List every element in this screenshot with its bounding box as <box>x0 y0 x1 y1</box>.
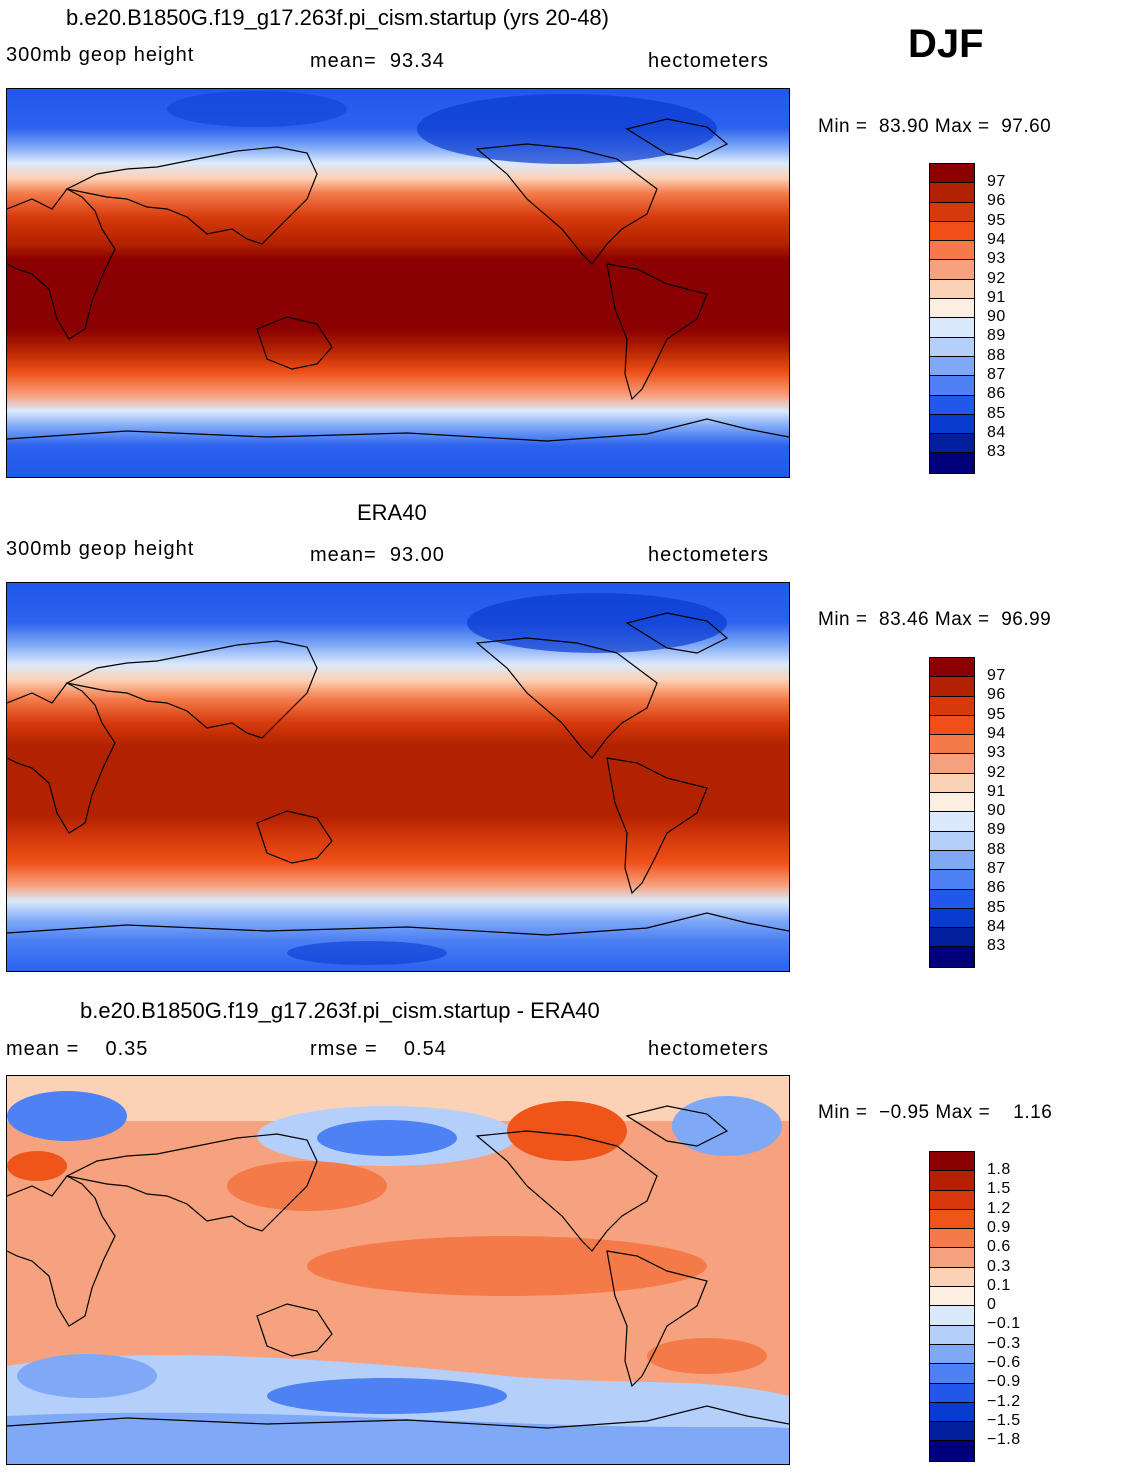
cbar-label: 91 <box>987 782 1006 800</box>
panel-2-field-label: 300mb geop height <box>6 538 195 560</box>
panel-3-rmse: rmse = 0.54 <box>310 1038 447 1060</box>
southern-negative-west <box>17 1354 157 1398</box>
panel-1-map <box>6 88 790 478</box>
atlantic-negative <box>672 1096 782 1156</box>
cbar-label: 0 <box>987 1296 997 1314</box>
tropical-pacific-positive <box>307 1236 707 1296</box>
cbar-label: 0.1 <box>987 1276 1011 1294</box>
cbar-label: 96 <box>987 686 1006 704</box>
panel-2-title: ERA40 <box>357 500 427 525</box>
difference-map <box>7 1076 789 1464</box>
cbar-label: 84 <box>987 917 1006 935</box>
cbar-label: −0.6 <box>987 1354 1021 1371</box>
cbar-label: −1.2 <box>987 1392 1021 1410</box>
cbar-label: 94 <box>987 230 1006 248</box>
siberia-low <box>167 91 347 127</box>
panel-1-colorbar <box>929 163 975 474</box>
cbar-label: 0.3 <box>987 1257 1011 1275</box>
panel-1-minmax: Min = 83.90 Max = 97.60 <box>818 116 1052 137</box>
era40-height-map <box>7 583 789 971</box>
cbar-label: 85 <box>987 404 1006 422</box>
cbar-label: 97 <box>987 667 1006 684</box>
cbar-label: 83 <box>987 443 1006 461</box>
cbar-label: 95 <box>987 211 1006 229</box>
coastlines <box>7 612 789 936</box>
panel-2-units: hectometers <box>648 544 770 566</box>
panel-3-mean: mean = 0.35 <box>6 1038 149 1060</box>
cbar-label: 90 <box>987 308 1006 326</box>
arctic-low <box>467 593 727 653</box>
panel-1-units: hectometers <box>648 50 770 72</box>
cbar-label: 87 <box>987 860 1006 877</box>
cbar-label: 95 <box>987 705 1006 723</box>
cbar-label: 92 <box>987 269 1006 287</box>
cbar-label: −0.9 <box>987 1373 1021 1391</box>
coastlines <box>7 118 789 442</box>
cbar-label: 86 <box>987 879 1006 897</box>
southern-ocean-negative <box>267 1378 507 1414</box>
panel-1-title: b.e20.B1850G.f19_g17.263f.pi_cism.startu… <box>66 5 609 30</box>
cbar-label: 96 <box>987 192 1006 210</box>
europe-negative <box>7 1091 127 1141</box>
canada-positive <box>507 1101 627 1161</box>
panel-2-minmax: Min = 83.46 Max = 96.99 <box>818 609 1052 630</box>
cbar-label: 1.5 <box>987 1180 1011 1198</box>
panel-1-field-label: 300mb geop height <box>6 44 195 66</box>
panel-3-units: hectometers <box>648 1038 770 1060</box>
cbar-label: 1.2 <box>987 1199 1011 1217</box>
arctic-low <box>417 94 717 164</box>
panel-2-mean: mean= 93.00 <box>310 544 445 566</box>
cbar-label: −0.1 <box>987 1315 1021 1333</box>
cbar-label: 0.9 <box>987 1218 1011 1236</box>
cbar-label: −0.3 <box>987 1334 1021 1352</box>
cbar-label: 1.8 <box>987 1161 1011 1178</box>
cbar-label: 88 <box>987 346 1006 364</box>
panel-2-map <box>6 582 790 972</box>
cbar-label: 84 <box>987 423 1006 441</box>
coastlines <box>7 1105 789 1429</box>
cbar-label: 92 <box>987 763 1006 781</box>
antarctic-low <box>287 941 447 965</box>
cbar-label: −1.8 <box>987 1431 1021 1449</box>
season-label: DJF <box>908 22 984 66</box>
panel-3-colorbar <box>929 1151 975 1462</box>
south-atlantic-positive <box>647 1338 767 1374</box>
cbar-label: 85 <box>987 898 1006 916</box>
panel-3-map <box>6 1075 790 1465</box>
model-height-map <box>7 89 789 477</box>
cbar-label: 90 <box>987 802 1006 820</box>
cbar-label: 93 <box>987 744 1006 762</box>
cbar-label: 91 <box>987 288 1006 306</box>
north-pacific-negative-core <box>317 1120 457 1156</box>
cbar-label: 97 <box>987 173 1006 190</box>
cbar-label: 94 <box>987 724 1006 742</box>
cbar-label: 0.6 <box>987 1238 1011 1256</box>
cbar-label: 93 <box>987 250 1006 268</box>
panel-3-minmax: Min = −0.95 Max = 1.16 <box>818 1102 1053 1123</box>
cbar-label: 88 <box>987 840 1006 858</box>
africa-north-positive <box>7 1151 67 1181</box>
cbar-label: 89 <box>987 821 1006 839</box>
cbar-label: −1.5 <box>987 1411 1021 1429</box>
panel-1-mean: mean= 93.34 <box>310 50 445 72</box>
cbar-label: 83 <box>987 937 1006 955</box>
panel-2-colorbar <box>929 657 975 968</box>
cbar-label: 89 <box>987 327 1006 345</box>
panel-3-title: b.e20.B1850G.f19_g17.263f.pi_cism.startu… <box>80 998 600 1023</box>
cbar-label: 86 <box>987 385 1006 403</box>
cbar-label: 87 <box>987 366 1006 383</box>
